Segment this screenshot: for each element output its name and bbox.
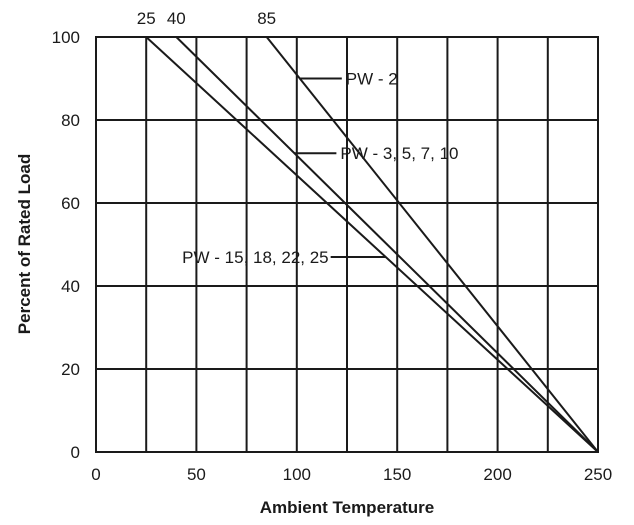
top-intercept-label: 25	[137, 9, 156, 28]
x-tick-label: 100	[283, 465, 311, 484]
x-tick-label: 50	[187, 465, 206, 484]
x-tick-labels: 0 50 100 150 200 250	[91, 465, 612, 484]
series-label: PW - 15, 18, 22, 25	[182, 248, 328, 267]
y-tick-label: 80	[61, 111, 80, 130]
y-tick-label: 100	[52, 28, 80, 47]
top-intercept-label: 40	[167, 9, 186, 28]
x-axis-title: Ambient Temperature	[260, 498, 434, 517]
x-tick-label: 150	[383, 465, 411, 484]
top-intercept-label: 85	[257, 9, 276, 28]
y-tick-labels: 0 20 40 60 80 100	[52, 28, 80, 462]
series-label: PW - 2	[346, 70, 398, 89]
series-label: PW - 3, 5, 7, 10	[340, 144, 458, 163]
y-tick-label: 0	[71, 443, 80, 462]
grid-lines	[96, 37, 598, 452]
y-axis-title: Percent of Rated Load	[15, 154, 34, 334]
series-lines	[145, 36, 599, 453]
series-line-2	[145, 36, 599, 453]
series-annotations: PW - 2 PW - 3, 5, 7, 10 PW - 15, 18, 22, 2…	[182, 70, 458, 267]
x-tick-label: 200	[483, 465, 511, 484]
x-tick-label: 0	[91, 465, 100, 484]
y-tick-label: 20	[61, 360, 80, 379]
series-line-1	[175, 36, 599, 453]
y-tick-label: 60	[61, 194, 80, 213]
x-tick-label: 250	[584, 465, 612, 484]
top-intercept-labels: 25 40 85	[137, 9, 276, 28]
series-line-0	[265, 36, 599, 453]
y-tick-label: 40	[61, 277, 80, 296]
plot-frame	[95, 36, 599, 453]
